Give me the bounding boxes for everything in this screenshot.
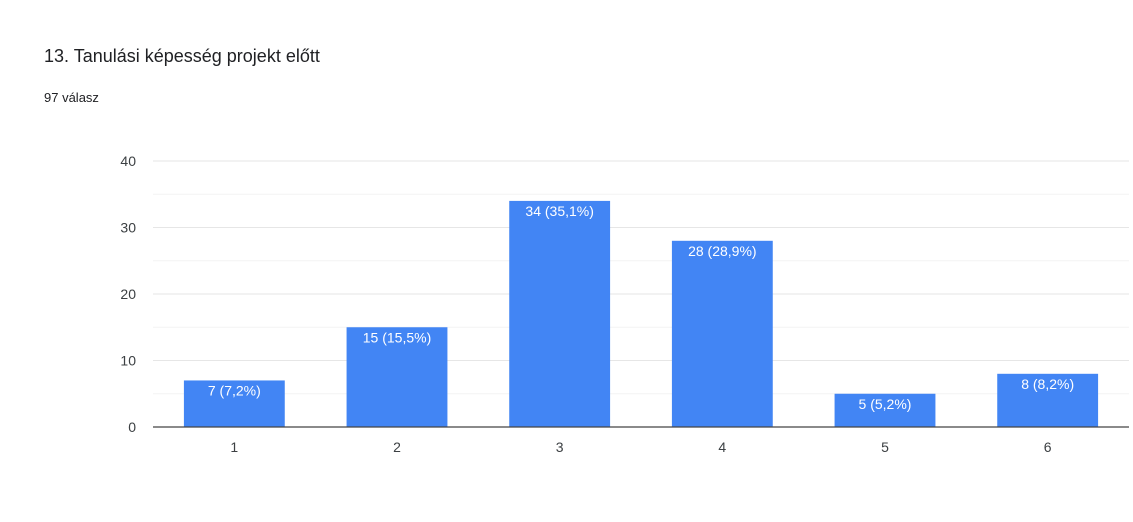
y-tick-label: 40 [120, 153, 136, 169]
data-label: 15 (15,5%) [363, 329, 431, 345]
y-tick-label: 20 [120, 286, 136, 302]
x-tick-label: 6 [1044, 439, 1052, 455]
y-tick-label: 0 [128, 419, 136, 435]
bar-3 [509, 200, 611, 427]
data-label: 28 (28,9%) [688, 243, 756, 259]
question-title: 13. Tanulási képesség projekt előtt [44, 46, 320, 66]
response-count: 97 válasz [44, 90, 99, 105]
data-label: 7 (7,2%) [208, 382, 261, 398]
x-tick-label: 5 [881, 439, 889, 455]
x-tick-label: 2 [393, 439, 401, 455]
y-tick-label: 30 [120, 220, 136, 236]
bar-6 [997, 373, 1099, 427]
x-tick-label: 1 [230, 439, 238, 455]
data-label: 34 (35,1%) [525, 203, 593, 219]
data-label: 5 (5,2%) [859, 396, 912, 412]
y-tick-label: 10 [120, 353, 136, 369]
bar-5 [834, 393, 936, 427]
x-tick-label: 3 [556, 439, 564, 455]
data-label: 8 (8,2%) [1021, 376, 1074, 392]
bar-2 [346, 327, 448, 427]
bar-1 [183, 380, 285, 427]
x-tick-label: 4 [718, 439, 726, 455]
bar-4 [671, 240, 773, 427]
